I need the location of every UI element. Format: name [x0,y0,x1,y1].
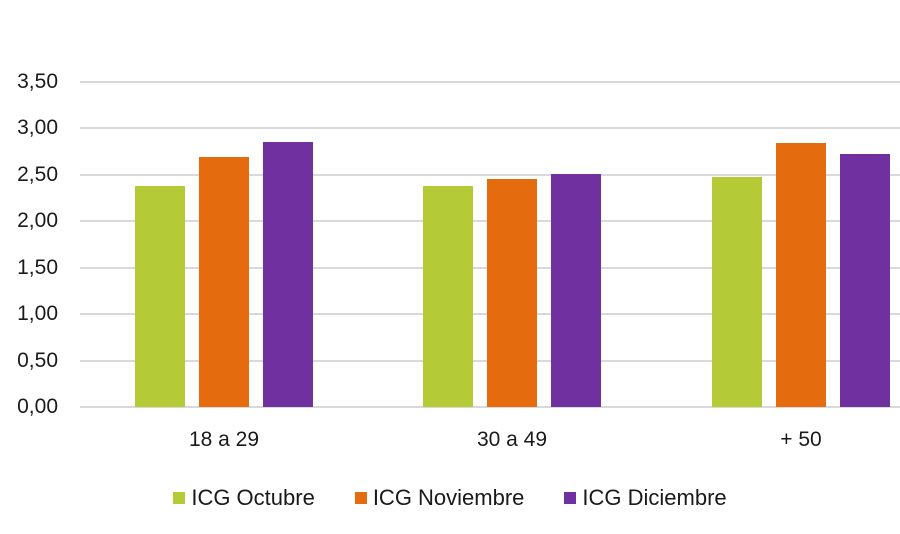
legend-item: ICG Diciembre [564,485,727,511]
bar-icg-octubre [135,186,185,407]
x-tick-label: 30 a 49 [476,428,548,451]
legend-swatch-icon [173,492,186,504]
bar-icg-diciembre [263,142,313,407]
x-tick-label: + 50 [780,428,822,451]
gridline [80,127,900,130]
legend-label: ICG Noviembre [372,485,525,510]
gridline [80,81,900,83]
legend-label: ICG Diciembre [582,485,727,510]
y-tick-label: 1,00 [17,302,58,326]
x-tick-label: 18 a 29 [188,428,260,451]
y-tick-label: 0,00 [17,395,58,418]
bar-icg-noviembre [487,178,537,407]
legend-item: ICG Octubre [173,485,315,511]
y-tick-label: 3,00 [17,116,58,140]
gridline [80,406,900,408]
y-tick-label: 2,50 [17,162,58,186]
bar-icg-noviembre [199,157,249,407]
legend-swatch-icon [564,492,577,504]
legend-item: ICG Noviembre [354,485,525,511]
bar-icg-noviembre [776,143,826,407]
bar-icg-diciembre [551,173,601,407]
y-tick-label: 2,00 [17,209,58,233]
y-tick-label: 0,50 [17,348,58,372]
legend-label: ICG Octubre [191,485,315,510]
y-tick-label: 3,50 [17,70,58,93]
legend-swatch-icon [354,492,367,504]
legend: ICG Octubre ICG Noviembre ICG Diciembre [0,485,900,511]
gridline [80,173,900,176]
bar-icg-octubre [712,176,762,407]
bar-icg-octubre [423,186,473,407]
bar-icg-diciembre [840,153,890,407]
y-tick-label: 1,50 [17,255,58,279]
